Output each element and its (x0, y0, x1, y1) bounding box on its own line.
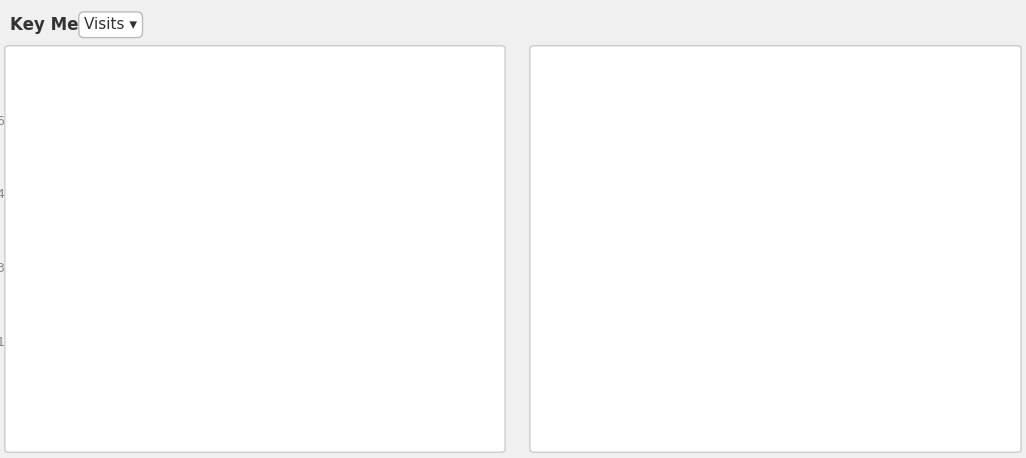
Bar (200, 275, 241, 415)
Bar (125, 184, 166, 415)
Bar (349, 403, 390, 415)
Text: 49.73% of total visits: 49.73% of total visits (339, 63, 485, 77)
Legend: male, female: male, female (694, 82, 858, 110)
Text: Key Metric:: Key Metric: (10, 16, 117, 34)
Text: Visits ▾: Visits ▾ (84, 17, 137, 32)
Text: 50.25% of total visits: 50.25% of total visits (855, 63, 1001, 77)
Wedge shape (680, 164, 873, 360)
Bar (50, 358, 91, 415)
Text: 71.3%: 71.3% (779, 302, 827, 317)
Bar (424, 410, 465, 415)
Text: Gender: Gender (549, 61, 616, 79)
Text: 28.7%: 28.7% (698, 218, 746, 234)
Bar (274, 368, 315, 415)
Wedge shape (677, 164, 776, 284)
Text: Age: Age (25, 61, 60, 79)
